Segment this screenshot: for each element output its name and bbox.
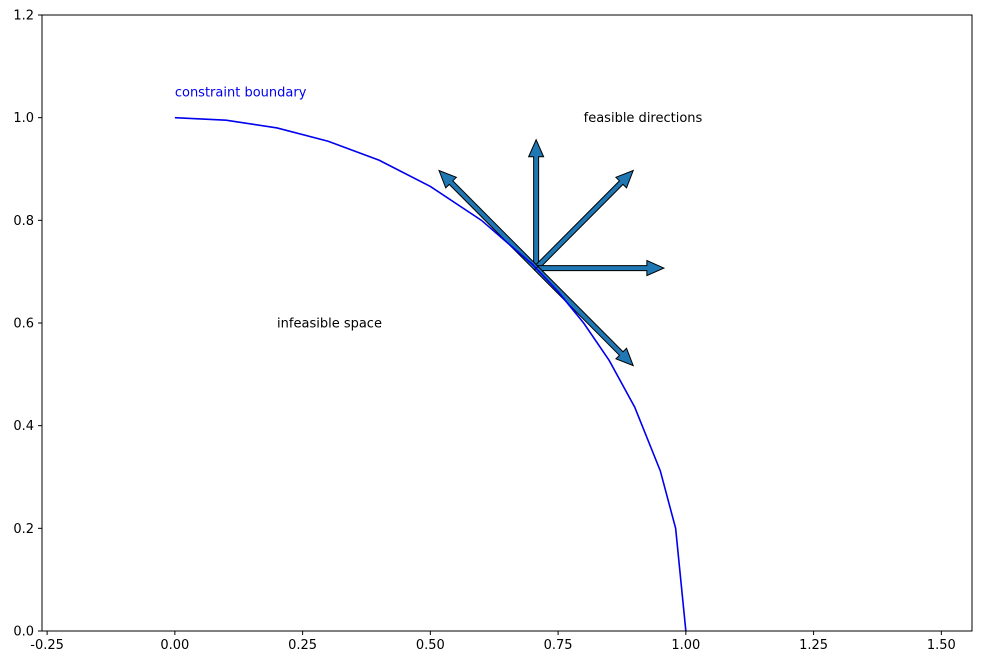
- feasible-direction-arrow: [533, 169, 635, 271]
- constraint-boundary-line: [174, 116, 687, 632]
- x-tick-label: 0.25: [288, 638, 317, 653]
- feasible-direction-arrow: [527, 138, 545, 269]
- annotation-feasible-directions: feasible directions: [584, 111, 703, 126]
- x-tick-label: 0.00: [160, 638, 189, 653]
- feasible-direction-arrow: [438, 169, 539, 271]
- y-tick-label: 0.4: [13, 419, 34, 434]
- x-tick-label: 1.50: [927, 638, 956, 653]
- annotations-layer: constraint boundary feasible directions …: [175, 86, 703, 332]
- y-tick-label: 0.2: [13, 522, 34, 537]
- arrows-layer: [438, 138, 666, 367]
- x-tick-label: 0.75: [544, 638, 573, 653]
- ticks-layer: -0.25 0.00 0.25 0.50 0.75 1.00 1.25 1.50 0.0 0.2 0…: [13, 9, 956, 654]
- y-tick-label: 1.2: [13, 9, 34, 24]
- y-tick-label: 0.8: [13, 214, 34, 229]
- annotation-infeasible-space: infeasible space: [277, 317, 382, 332]
- x-tick-label: 1.00: [671, 638, 700, 653]
- x-tick-label: -0.25: [30, 638, 64, 653]
- x-tick-label: 1.25: [799, 638, 828, 653]
- y-tick-label: 0.6: [13, 317, 34, 332]
- feasible-direction-arrow: [533, 265, 635, 367]
- y-tick-label: 1.0: [13, 111, 34, 126]
- annotation-constraint-boundary: constraint boundary: [175, 86, 307, 101]
- feasible-direction-arrow: [535, 259, 666, 277]
- curve-layer: [174, 116, 687, 632]
- x-tick-label: 0.50: [416, 638, 445, 653]
- y-tick-label: 0.0: [13, 625, 34, 640]
- axes-frame: [41, 14, 973, 632]
